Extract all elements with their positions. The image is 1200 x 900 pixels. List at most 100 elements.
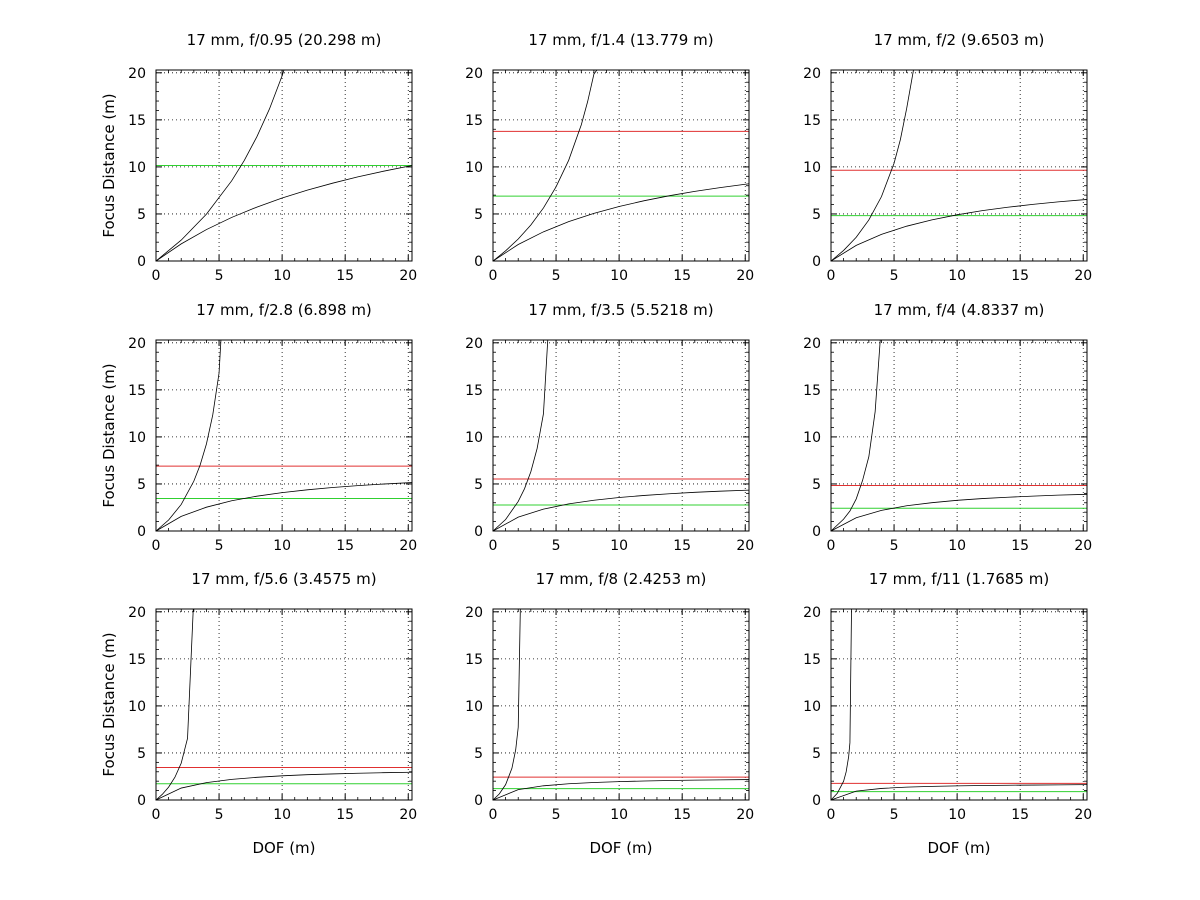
x-tick-label: 5	[215, 538, 224, 554]
x-tick-label: 15	[336, 268, 354, 284]
y-tick-label: 5	[812, 746, 821, 762]
x-tick-label: 5	[552, 538, 561, 554]
x-tick-label: 15	[673, 807, 691, 823]
x-tick-label: 5	[552, 807, 561, 823]
y-tick-label: 10	[465, 160, 483, 176]
y-tick-label: 20	[803, 336, 821, 352]
dof-curve-far	[830, 784, 1088, 801]
x-tick-label: 15	[1011, 807, 1029, 823]
panel-title: 17 mm, f/4 (4.8337 m)	[874, 301, 1045, 319]
panel-title: 17 mm, f/8 (2.4253 m)	[536, 570, 707, 588]
x-tick-label: 20	[736, 268, 754, 284]
x-tick-label: 10	[273, 268, 291, 284]
dof-curve-near	[492, 339, 549, 532]
y-tick-label: 10	[465, 699, 483, 715]
x-tick-label: 20	[1074, 807, 1092, 823]
y-tick-label: 15	[128, 113, 146, 129]
x-tick-label: 10	[273, 807, 291, 823]
x-tick-label: 15	[336, 538, 354, 554]
x-tick-label: 5	[215, 268, 224, 284]
panel-title: 17 mm, f/2.8 (6.898 m)	[196, 301, 372, 319]
dof-curve-near	[155, 608, 194, 801]
x-tick-label: 20	[399, 807, 417, 823]
plot-frame	[155, 339, 413, 532]
dof-curve-far	[492, 779, 750, 801]
y-tick-label: 15	[465, 113, 483, 129]
y-tick-label: 20	[465, 605, 483, 621]
y-tick-label: 10	[803, 699, 821, 715]
y-tick-label: 20	[803, 66, 821, 82]
chart-panel-2: 0 5 10 15 20 0 5 10 15 20 17 mm, f/1.4 (13.779 m)	[465, 31, 754, 284]
panel-title: 17 mm, f/3.5 (5.5218 m)	[528, 301, 713, 319]
y-tick-label: 0	[474, 793, 483, 809]
x-axis-label: DOF (m)	[252, 839, 315, 857]
plot-frame	[830, 608, 1088, 801]
dof-curve-far	[830, 199, 1088, 262]
dof-curve-far	[155, 771, 413, 801]
x-tick-label: 20	[399, 268, 417, 284]
chart-panel-8: 0 5 10 15 20 0 5 10 15 20 17 mm, f/8 (2.4253 m) DOF…	[465, 570, 754, 857]
x-tick-label: 10	[948, 268, 966, 284]
x-tick-label: 15	[1011, 538, 1029, 554]
y-axis-label: Focus Distance (m)	[100, 93, 118, 237]
y-tick-label: 15	[803, 113, 821, 129]
y-tick-label: 10	[128, 160, 146, 176]
panel-title: 17 mm, f/5.6 (3.4575 m)	[191, 570, 376, 588]
dof-curve-near	[830, 69, 914, 262]
y-tick-label: 0	[474, 524, 483, 540]
y-tick-label: 15	[465, 652, 483, 668]
x-tick-label: 20	[1074, 538, 1092, 554]
y-tick-label: 5	[812, 477, 821, 493]
x-tick-label: 15	[673, 268, 691, 284]
y-tick-label: 5	[137, 746, 146, 762]
chart-panel-3: 0 5 10 15 20 0 5 10 15 20 17 mm, f/2 (9.6503 m)	[803, 31, 1092, 284]
y-tick-label: 0	[812, 254, 821, 270]
x-tick-label: 5	[890, 807, 899, 823]
y-tick-label: 5	[137, 477, 146, 493]
chart-panel-7: 0 5 10 15 20 0 5 10 15 20 17 mm, f/5.6 (3.4575 m) F…	[100, 570, 417, 857]
chart-panels: 0 5 10 15 20 0 5 10 15 20 17 mm, f/0.95 (20.298 m)…	[100, 31, 1092, 857]
y-tick-label: 20	[128, 336, 146, 352]
x-axis-label: DOF (m)	[927, 839, 990, 857]
dof-curve-far	[492, 183, 750, 262]
y-tick-label: 0	[137, 254, 146, 270]
y-tick-label: 0	[474, 254, 483, 270]
plot-frame	[155, 608, 413, 801]
x-tick-label: 0	[152, 807, 161, 823]
y-tick-label: 0	[137, 524, 146, 540]
x-tick-label: 0	[489, 268, 498, 284]
x-axis-label: DOF (m)	[589, 839, 652, 857]
y-tick-label: 5	[137, 207, 146, 223]
dof-curve-near	[830, 339, 881, 532]
x-tick-label: 10	[610, 268, 628, 284]
y-tick-label: 10	[128, 430, 146, 446]
y-axis-label: Focus Distance (m)	[100, 632, 118, 776]
y-axis-label: Focus Distance (m)	[100, 363, 118, 507]
y-tick-label: 20	[128, 605, 146, 621]
chart-panel-1: 0 5 10 15 20 0 5 10 15 20 17 mm, f/0.95 (20.298 m)…	[100, 31, 417, 284]
chart-panel-9: 0 5 10 15 20 0 5 10 15 20 17 mm, f/11 (1.7685 m) DO…	[803, 570, 1092, 857]
y-tick-label: 15	[465, 383, 483, 399]
y-tick-label: 0	[812, 524, 821, 540]
dof-curve-far	[492, 489, 750, 532]
x-tick-label: 5	[552, 268, 561, 284]
x-tick-label: 0	[827, 807, 836, 823]
chart-panel-5: 0 5 10 15 20 0 5 10 15 20 17 mm, f/3.5 (5.5218 m)	[465, 301, 754, 554]
y-tick-label: 10	[803, 430, 821, 446]
dof-curve-far	[155, 482, 413, 532]
x-tick-label: 5	[890, 268, 899, 284]
chart-panel-6: 0 5 10 15 20 0 5 10 15 20 17 mm, f/4 (4.8337 m)	[803, 301, 1092, 554]
y-tick-label: 5	[474, 746, 483, 762]
y-tick-label: 15	[803, 383, 821, 399]
x-tick-label: 10	[948, 538, 966, 554]
y-tick-label: 20	[465, 336, 483, 352]
x-tick-label: 5	[890, 538, 899, 554]
x-tick-label: 15	[336, 807, 354, 823]
y-tick-label: 5	[474, 207, 483, 223]
x-tick-label: 0	[827, 538, 836, 554]
panel-title: 17 mm, f/2 (9.6503 m)	[874, 31, 1045, 49]
dof-curve-near	[155, 69, 285, 262]
x-tick-label: 10	[610, 538, 628, 554]
